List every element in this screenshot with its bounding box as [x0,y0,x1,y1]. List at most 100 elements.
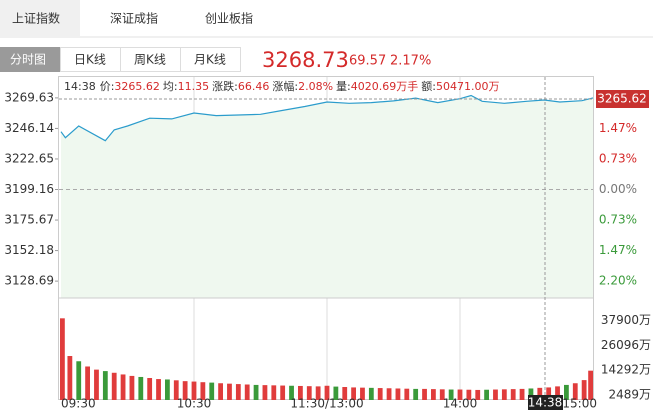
volume-bar [368,387,374,400]
volume-tick-label: 26096万 [601,338,651,352]
volume-bar [227,383,232,400]
volume-bar [475,389,481,400]
volume-bar [138,376,144,400]
volume-bar [457,389,463,400]
crosshair-time: 14:38 [528,396,563,410]
info-label: 均: [163,80,178,93]
volume-bar [306,386,312,400]
view-tab[interactable]: 周K线 [134,53,166,67]
volume-bar [191,381,197,400]
volume-bar [572,383,578,400]
volume-bar [120,374,126,400]
info-label: 额: [421,80,436,93]
info-time: 14:38 [64,80,96,93]
info-value: 3265.62 [114,80,160,93]
volume-bar [413,388,419,400]
x-tick-label: 11:30/13:00 [290,397,363,410]
volume-bar [218,383,223,400]
volume-tick-label: 37900万 [601,313,651,327]
volume-bar [439,389,445,400]
plot [59,77,594,400]
volume-bar [129,375,135,400]
volume-bar [173,380,179,400]
volume-bar [156,379,161,400]
y-tick-label: 3128.69 [4,274,54,288]
volume-bar [262,385,268,400]
x-tick-label: 10:30 [177,397,212,410]
volume-bar [315,386,321,400]
volume-bar [546,387,552,400]
view-tab[interactable]: 月K线 [194,53,226,67]
y2-tick-label: 0.00% [599,182,637,196]
volume-bar [466,389,472,400]
x-tick-label: 09:30 [61,397,96,410]
volume-bar [76,361,82,400]
volume-bar [253,384,259,400]
tab[interactable]: 深证成指 [110,11,158,26]
info-value: 4020.69万手 [351,79,419,93]
volume-bar [342,387,348,400]
y-tick-label: 3269.63 [4,90,54,104]
volume-bar [182,381,188,400]
volume-bar [528,388,534,400]
view-tab[interactable]: 分时图 [10,53,46,67]
volume-bar [60,318,65,400]
volume-bar [165,379,170,400]
view-tab-bg [120,47,181,72]
y-tick-label: 3246.14 [4,121,54,135]
volume-bar [271,385,277,400]
view-tab[interactable]: 日K线 [74,53,106,67]
volume-bar [510,389,516,400]
volume-tick-label: 2489万 [608,387,651,401]
y2-tick-label: 0.73% [599,212,637,226]
y-tick-label: 3199.16 [4,182,54,196]
volume-bar [67,356,73,400]
info-value: 66.46 [238,80,270,93]
quote-change-pct: 2.17% [390,54,431,69]
y2-tick-label: 1.47% [599,243,637,257]
volume-bar [209,382,215,400]
x-tick-label: 14:00 [443,397,478,410]
y2-tick-label: 2.20% [599,273,637,287]
volume-bar [94,369,99,400]
volume-bar [484,389,489,400]
info-label: 量: [336,80,351,93]
volume-bar [537,387,543,400]
volume-bar [581,380,587,400]
volume-bar [519,388,525,400]
info-value: 2.08% [298,80,333,93]
volume-bar [448,389,454,400]
volume-bar [289,385,294,400]
crosshair-price-box [596,90,649,108]
volume-bar [200,382,206,400]
view-tab-active-bg [0,47,60,72]
volume-bar [555,386,560,400]
crosshair-time-box [528,395,563,410]
volume-bar [422,388,427,400]
tab-bar [0,0,653,37]
volume-bar [235,384,241,400]
tab[interactable]: 上证指数 [12,11,60,26]
crosshair-price: 3265.62 [597,92,647,106]
volume-bar [564,384,569,400]
y2-tick-label: 1.47% [599,121,637,135]
quote-change: 69.57 [349,54,386,69]
quote-price: 3268.73 [262,48,349,72]
info-label: 涨跌: [212,79,238,93]
volume-bar [244,384,250,400]
volume-bar [280,385,286,400]
view-tab-bg [180,47,241,72]
volume-bar [386,388,392,400]
volume-bar [588,370,593,400]
info-line: 14:38 价:3265.62 均:11.35 涨跌:66.46 涨幅:2.08% 量:4… [64,79,499,93]
tab-active-bg [0,0,80,37]
volume-bar [351,387,356,400]
tab[interactable]: 创业板指 [205,11,253,26]
x-tick-label: 15:00 [562,397,597,410]
volume-bar [147,378,153,400]
volume-tick-label: 14292万 [601,363,651,377]
volume-bar [501,389,507,400]
volume-bar [333,386,339,400]
info-label: 价: [100,80,115,93]
